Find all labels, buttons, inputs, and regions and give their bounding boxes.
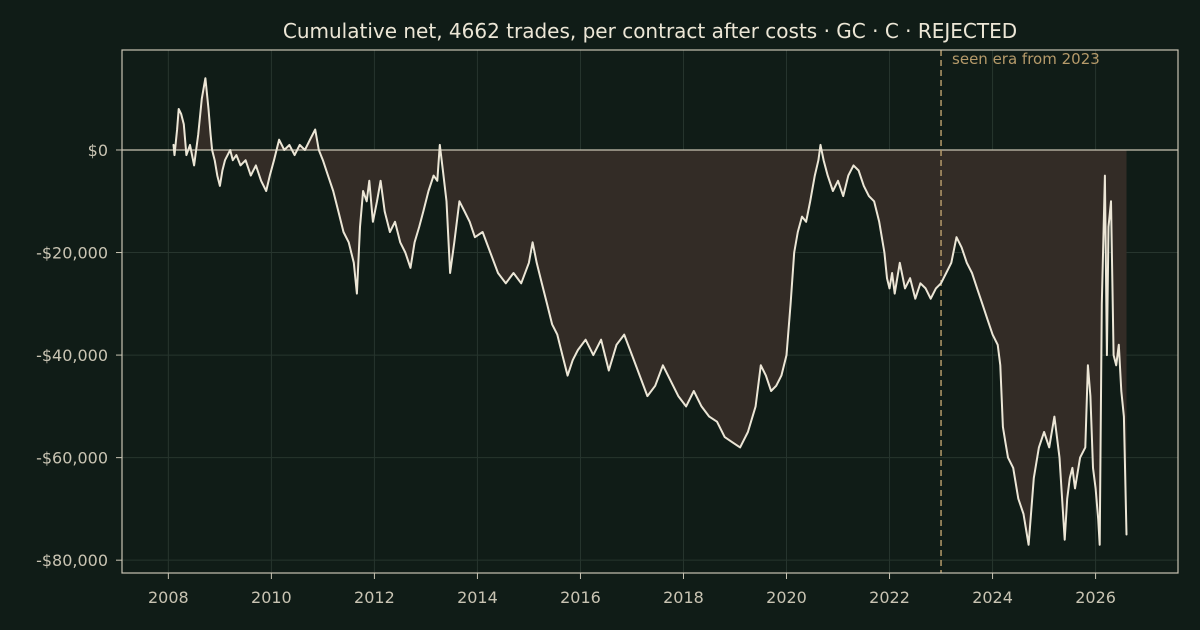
y-tick-label: -$20,000 xyxy=(36,244,108,263)
x-tick-label: 2026 xyxy=(1075,588,1116,607)
x-tick-label: 2020 xyxy=(766,588,807,607)
x-tick-label: 2012 xyxy=(354,588,395,607)
y-tick-label: $0 xyxy=(88,141,108,160)
y-tick-label: -$80,000 xyxy=(36,551,108,570)
y-tick-label: -$60,000 xyxy=(36,449,108,468)
x-tick-label: 2010 xyxy=(251,588,292,607)
seen-era-label: seen era from 2023 xyxy=(952,50,1100,68)
drawdown-area xyxy=(173,78,1127,545)
x-tick-label: 2008 xyxy=(148,588,189,607)
equity-curve xyxy=(172,77,1128,546)
plot-frame xyxy=(121,49,1179,574)
underwater-fill xyxy=(173,78,1127,545)
series-line xyxy=(172,77,1128,546)
x-tick-label: 2016 xyxy=(560,588,601,607)
x-tick-label: 2014 xyxy=(457,588,498,607)
y-tick-label: -$40,000 xyxy=(36,346,108,365)
x-tick-label: 2018 xyxy=(663,588,704,607)
x-tick-label: 2022 xyxy=(869,588,910,607)
chart-title: Cumulative net, 4662 trades, per contrac… xyxy=(283,19,1017,43)
seen-era-annotation: seen era from 2023 xyxy=(940,50,1100,573)
axes: 2008 2010 2012 2014 2016 2018 2020 2022 2024 2026… xyxy=(36,49,1179,607)
x-tick-label: 2024 xyxy=(972,588,1013,607)
